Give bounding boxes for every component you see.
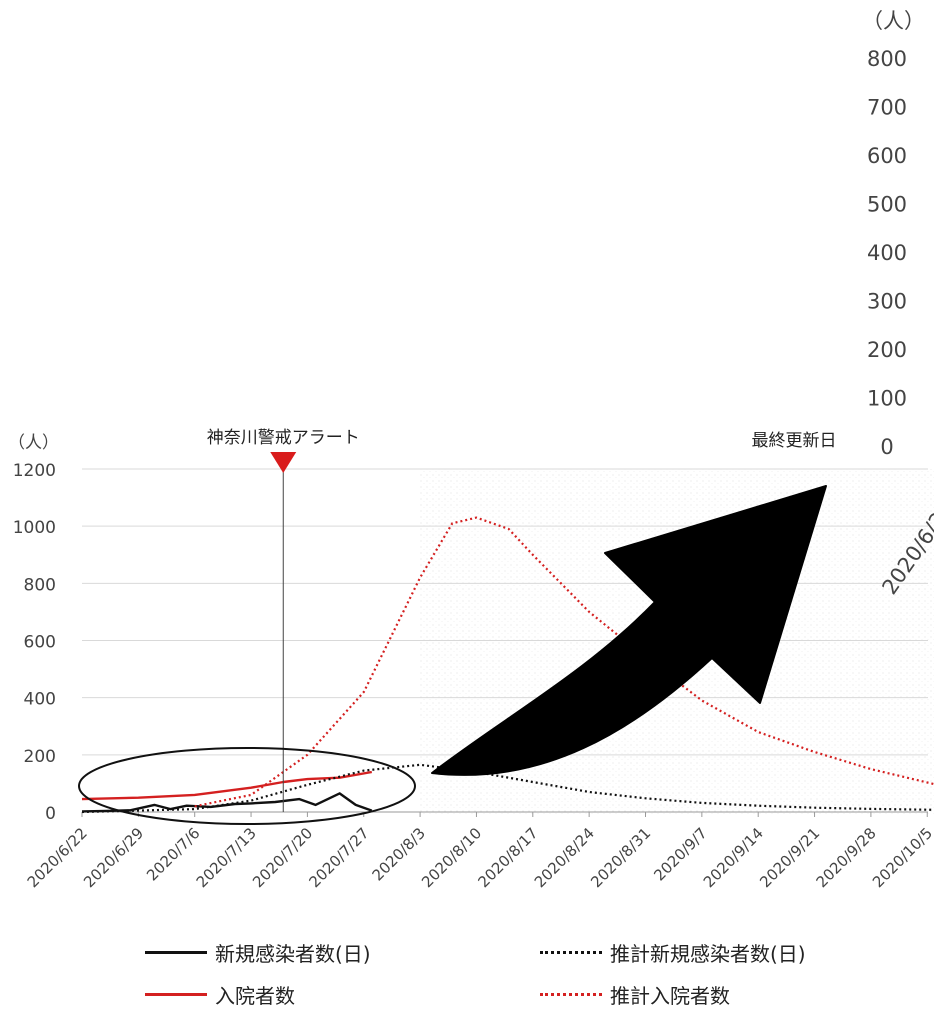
x-tick-label: 2020/8/24 bbox=[531, 824, 598, 891]
x-tick-label: 2020/9/28 bbox=[813, 824, 880, 891]
y-tick-label: 0 bbox=[45, 804, 56, 824]
legend: 新規感染者数(日) 推計新規感染者数(日) 入院者数 推計入院者数 bbox=[0, 930, 934, 1009]
legend-swatch bbox=[145, 951, 207, 954]
x-tick-label: 2020/7/20 bbox=[249, 824, 316, 891]
y2-tick-label: 500 bbox=[867, 193, 907, 217]
legend-item-est-hospitalized: 推計入院者数 bbox=[540, 980, 730, 1009]
x-tick-label: 2020/6/29 bbox=[80, 824, 147, 891]
series-line bbox=[81, 763, 934, 814]
y2-tick-label: 100 bbox=[867, 387, 907, 411]
y-tick-label: 600 bbox=[24, 633, 56, 653]
x-tick-label: 2020/7/13 bbox=[193, 824, 260, 891]
alert-annotation-label: 神奈川警戒アラート bbox=[207, 428, 360, 448]
y-tick-label: 1000 bbox=[13, 518, 56, 538]
y-tick-label: 1200 bbox=[13, 461, 56, 481]
alert-marker-triangle bbox=[270, 452, 297, 473]
line-chart: 020040060080010001200（人）2020/6/222020/6/… bbox=[8, 9, 934, 891]
y2-tick-label: 800 bbox=[867, 47, 907, 71]
x-tick-label: 2020/8/10 bbox=[418, 824, 485, 891]
y-tick-label: 800 bbox=[24, 575, 56, 595]
legend-item-est-new-cases: 推計新規感染者数(日) bbox=[540, 938, 806, 967]
y2-axis-unit-label: （人） bbox=[862, 9, 925, 33]
x-tick-label: 2020/8/31 bbox=[587, 824, 654, 891]
x-tick-label: 2020/8/17 bbox=[475, 824, 542, 891]
legend-swatch bbox=[145, 993, 207, 996]
x-tick-label: 2020/9/14 bbox=[700, 824, 767, 891]
legend-label: 入院者数 bbox=[215, 984, 295, 1008]
legend-item-new-cases: 新規感染者数(日) bbox=[145, 938, 371, 967]
y2-tick-label: 0 bbox=[880, 435, 893, 459]
y2-tick-label: 700 bbox=[867, 96, 907, 120]
y-tick-label: 400 bbox=[24, 690, 56, 710]
series-line bbox=[81, 792, 373, 813]
y-tick-label: 200 bbox=[24, 747, 56, 767]
y2-tick-label: 200 bbox=[867, 338, 907, 362]
legend-swatch bbox=[540, 951, 602, 954]
y2-tick-label: 300 bbox=[867, 290, 907, 314]
highlight-ellipse bbox=[78, 747, 416, 825]
growth-arrow bbox=[431, 485, 827, 776]
y2-tick-label: 600 bbox=[867, 144, 907, 168]
series-line bbox=[81, 770, 373, 801]
x-tick-label: 2020/10/5 bbox=[869, 824, 934, 891]
y-axis-unit-label: （人） bbox=[8, 433, 59, 453]
last-update-label: 最終更新日 bbox=[752, 431, 837, 451]
legend-label: 新規感染者数(日) bbox=[215, 942, 371, 966]
legend-label: 推計新規感染者数(日) bbox=[610, 942, 806, 966]
x-tick-label: 2020/6/22 bbox=[24, 824, 91, 891]
x-tick-label: 2020/7/27 bbox=[305, 824, 372, 891]
x-tick-label: 2020/9/21 bbox=[756, 824, 823, 891]
legend-swatch bbox=[540, 993, 602, 996]
legend-item-hospitalized: 入院者数 bbox=[145, 980, 295, 1009]
legend-label: 推計入院者数 bbox=[610, 984, 730, 1008]
y2-tick-label: 400 bbox=[867, 241, 907, 265]
